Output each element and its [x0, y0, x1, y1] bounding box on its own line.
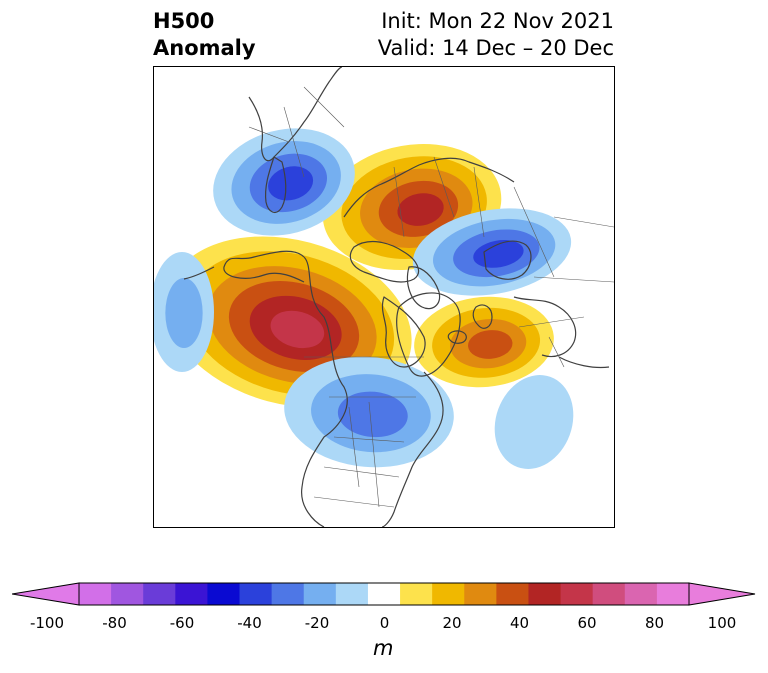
anomaly-eastern-atlantic-trough: [494, 375, 574, 469]
colorbar-tick-label: 0: [379, 614, 390, 632]
colorbar-segment: [656, 583, 690, 605]
title-type: Anomaly: [153, 36, 256, 60]
colorbar-tick-label: -20: [304, 614, 330, 632]
colorbar-segment: [432, 583, 465, 605]
colorbar-segment: [464, 583, 497, 605]
coast-iceland: [447, 330, 467, 344]
coast-hudson: [381, 296, 426, 368]
map-title-right: Init: Mon 22 Nov 2021 Valid: 14 Dec – 20…: [378, 8, 614, 62]
anomaly-contour: [268, 166, 314, 201]
coast-uk: [472, 304, 493, 329]
coast-archipelago: [349, 240, 419, 283]
anomaly-contour: [165, 278, 203, 348]
coast-aleutians: [183, 266, 215, 280]
colorbar-segment: [175, 583, 208, 605]
colorbar-over-triangle: [688, 582, 756, 606]
colorbar-tick-label: -60: [169, 614, 195, 632]
title-variable: H500: [153, 9, 215, 33]
anomaly-contour: [337, 391, 408, 438]
coast-greenland: [396, 292, 461, 377]
coast-east-asia: [248, 67, 343, 162]
coast-europe: [513, 296, 577, 358]
coast-scandinavia: [483, 240, 532, 280]
colorbar-segment: [560, 583, 594, 605]
colorbar-tick-label: -80: [102, 614, 127, 632]
colorbar-tick-label: -40: [237, 614, 262, 632]
anomaly-contour: [397, 193, 444, 226]
anomaly-contour: [473, 240, 524, 268]
colorbar-segment: [335, 583, 369, 605]
colorbar-segment: [528, 583, 562, 605]
anomaly-fills: [154, 128, 574, 469]
colorbar-segment: [592, 583, 626, 605]
political-borders: [248, 86, 614, 508]
colorbar-segment: [239, 583, 273, 605]
anomaly-contour: [468, 330, 513, 359]
coast-kamchatka: [264, 156, 287, 214]
colorbar-tick-label: 40: [509, 614, 530, 632]
colorbar-segment: [79, 583, 112, 605]
coastlines: [183, 67, 610, 527]
colorbar-segment: [207, 583, 241, 605]
colorbar-outline: [78, 582, 690, 606]
colorbar-segment: [303, 583, 337, 605]
coast-us-east: [381, 371, 444, 527]
colorbar-segment: [367, 583, 401, 605]
colorbar-segment: [496, 583, 529, 605]
colorbar-tick-label: -100: [29, 614, 65, 632]
map-panel: [153, 66, 615, 528]
map-title-left: H500 Anomaly: [153, 8, 256, 62]
coast-archipelago-2: [406, 266, 441, 310]
colorbar-segment: [111, 583, 144, 605]
colorbar-units: m: [373, 636, 394, 660]
valid-range: Valid: 14 Dec – 20 Dec: [377, 36, 614, 60]
colorbar: [12, 582, 756, 606]
colorbar-tick-label: 60: [577, 614, 597, 632]
colorbar-tick-label: 100: [707, 614, 737, 632]
coast-alaska: [223, 250, 305, 283]
init-date: Init: Mon 22 Nov 2021: [381, 9, 614, 33]
colorbar-tick-label: 80: [644, 614, 665, 632]
anomaly-atlantic-ridge: [414, 296, 554, 388]
colorbar-segment: [400, 583, 433, 605]
colorbar-segment: [143, 583, 176, 605]
coast-siberia: [343, 157, 515, 218]
anomaly-north-america-trough: [284, 356, 454, 468]
anomaly-map: [154, 67, 614, 527]
colorbar-tick-label: 20: [442, 614, 462, 632]
coast-med: [558, 356, 610, 369]
anomaly-east-siberia-trough: [213, 128, 355, 236]
anomaly-central-pacific-trough: [154, 252, 214, 372]
colorbar-segment: [624, 583, 658, 605]
anomaly-contour: [270, 310, 325, 349]
colorbar-under-triangle: [12, 582, 80, 606]
coast-na-west: [301, 256, 348, 527]
anomaly-contour: [494, 375, 574, 469]
colorbar-segment: [271, 583, 305, 605]
